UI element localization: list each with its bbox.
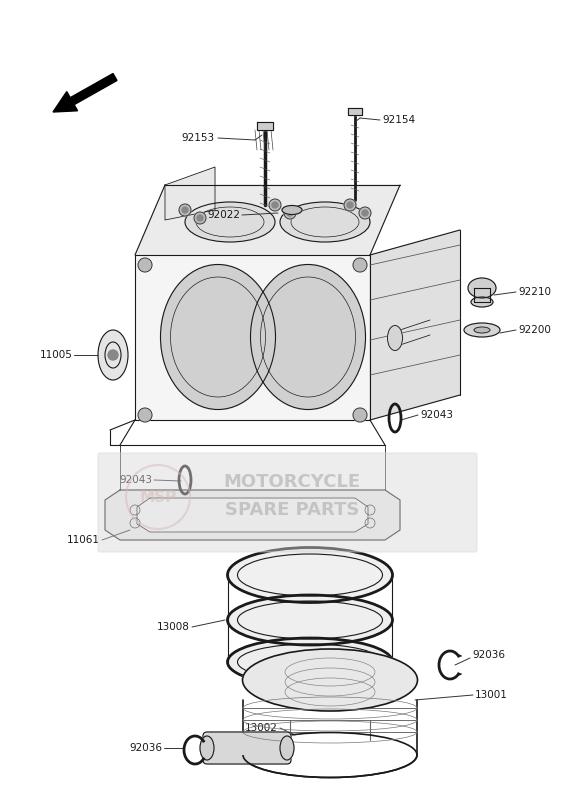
Circle shape	[362, 210, 368, 216]
Ellipse shape	[388, 326, 402, 350]
Circle shape	[197, 215, 203, 221]
Circle shape	[347, 202, 353, 208]
Polygon shape	[135, 185, 400, 255]
Circle shape	[108, 350, 118, 360]
Polygon shape	[105, 490, 400, 540]
Ellipse shape	[474, 327, 490, 333]
Text: MOTORCYCLE: MOTORCYCLE	[224, 473, 360, 491]
Ellipse shape	[228, 547, 392, 602]
Ellipse shape	[471, 297, 493, 307]
Text: SPARE PARTS: SPARE PARTS	[225, 501, 359, 519]
Ellipse shape	[161, 265, 276, 410]
Text: 11061: 11061	[67, 535, 100, 545]
Circle shape	[138, 408, 152, 422]
Ellipse shape	[280, 736, 294, 760]
Ellipse shape	[228, 638, 392, 686]
Circle shape	[182, 207, 188, 213]
Circle shape	[272, 202, 278, 208]
Text: MSP: MSP	[140, 490, 176, 505]
Ellipse shape	[282, 206, 302, 214]
Ellipse shape	[185, 202, 275, 242]
Polygon shape	[370, 230, 460, 420]
Ellipse shape	[200, 736, 214, 760]
Circle shape	[194, 212, 206, 224]
Text: 13002: 13002	[245, 723, 278, 733]
Text: 92022: 92022	[207, 210, 240, 220]
Ellipse shape	[228, 595, 392, 645]
Circle shape	[359, 207, 371, 219]
Ellipse shape	[251, 265, 366, 410]
Ellipse shape	[242, 649, 418, 711]
Text: 92210: 92210	[518, 287, 551, 297]
Ellipse shape	[98, 330, 128, 380]
Circle shape	[353, 258, 367, 272]
Text: 92036: 92036	[129, 743, 162, 753]
Polygon shape	[165, 167, 215, 220]
Text: 92154: 92154	[382, 115, 415, 125]
FancyArrow shape	[53, 74, 117, 112]
Ellipse shape	[280, 202, 370, 242]
Text: 92200: 92200	[518, 325, 551, 335]
Text: 92043: 92043	[119, 475, 152, 485]
Text: 92043: 92043	[420, 410, 453, 420]
Text: 13008: 13008	[157, 622, 190, 632]
Ellipse shape	[468, 278, 496, 298]
Polygon shape	[257, 122, 273, 130]
Circle shape	[287, 210, 293, 216]
Circle shape	[179, 204, 191, 216]
FancyBboxPatch shape	[203, 732, 291, 764]
Text: 11005: 11005	[40, 350, 73, 360]
Circle shape	[269, 199, 281, 211]
FancyBboxPatch shape	[98, 453, 477, 552]
Circle shape	[284, 207, 296, 219]
Text: 92036: 92036	[472, 650, 505, 660]
Circle shape	[344, 199, 356, 211]
Text: 92153: 92153	[182, 133, 215, 143]
Circle shape	[138, 258, 152, 272]
Ellipse shape	[464, 323, 500, 337]
Polygon shape	[135, 255, 370, 420]
Polygon shape	[137, 498, 368, 532]
Polygon shape	[348, 108, 362, 115]
Polygon shape	[474, 288, 490, 302]
Text: 13001: 13001	[475, 690, 508, 700]
Circle shape	[353, 408, 367, 422]
